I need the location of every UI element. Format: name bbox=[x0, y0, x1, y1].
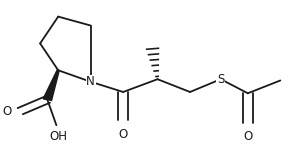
Text: OH: OH bbox=[49, 130, 67, 143]
Text: N: N bbox=[86, 75, 95, 88]
Text: S: S bbox=[217, 73, 224, 86]
Text: O: O bbox=[243, 130, 252, 143]
Polygon shape bbox=[43, 70, 59, 100]
Text: O: O bbox=[119, 128, 128, 141]
Text: O: O bbox=[2, 105, 11, 118]
